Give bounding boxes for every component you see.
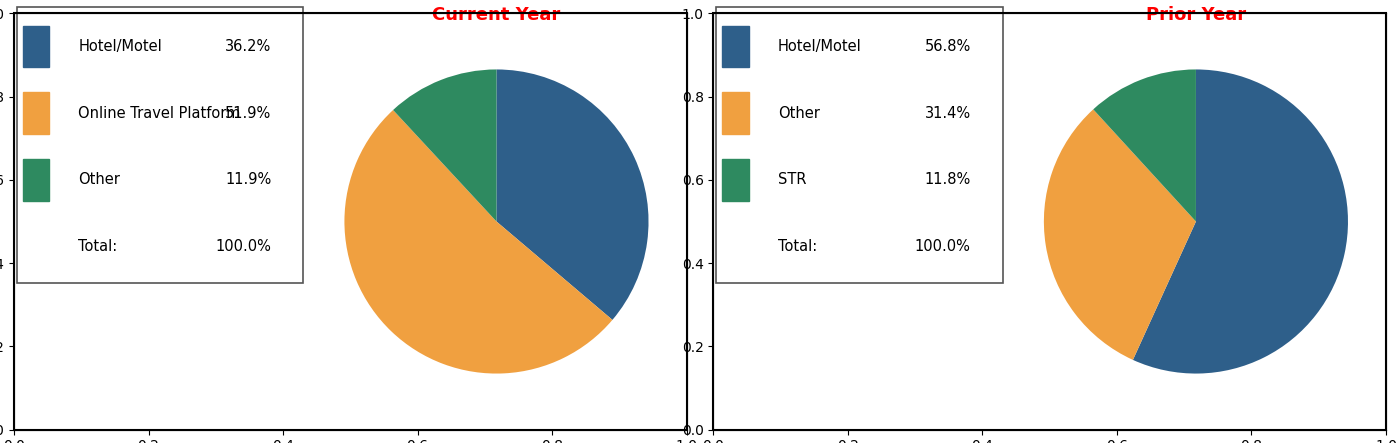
Wedge shape (344, 110, 612, 373)
Text: Other: Other (778, 106, 819, 121)
Bar (722, 93, 749, 134)
Wedge shape (1093, 70, 1196, 222)
Text: 100.0%: 100.0% (914, 239, 970, 254)
Bar (22, 159, 49, 201)
Title: Prior Year: Prior Year (1145, 6, 1246, 24)
Text: 11.9%: 11.9% (225, 172, 272, 187)
Text: 31.4%: 31.4% (924, 106, 970, 121)
Text: 36.2%: 36.2% (225, 39, 272, 54)
Title: Current Year: Current Year (433, 6, 560, 24)
Bar (22, 93, 49, 134)
Text: 56.8%: 56.8% (924, 39, 970, 54)
Wedge shape (1133, 70, 1348, 373)
Wedge shape (393, 70, 497, 222)
Text: STR: STR (778, 172, 806, 187)
Bar (722, 159, 749, 201)
Text: Total:: Total: (78, 239, 118, 254)
Text: 100.0%: 100.0% (216, 239, 272, 254)
Text: Other: Other (78, 172, 120, 187)
Text: Total:: Total: (778, 239, 818, 254)
Wedge shape (1044, 109, 1196, 360)
Wedge shape (497, 70, 648, 320)
Bar (22, 26, 49, 67)
Bar (722, 26, 749, 67)
Text: Hotel/Motel: Hotel/Motel (78, 39, 162, 54)
Text: Hotel/Motel: Hotel/Motel (778, 39, 861, 54)
Text: 51.9%: 51.9% (225, 106, 272, 121)
Text: 11.8%: 11.8% (924, 172, 970, 187)
Text: Online Travel Platform: Online Travel Platform (78, 106, 241, 121)
